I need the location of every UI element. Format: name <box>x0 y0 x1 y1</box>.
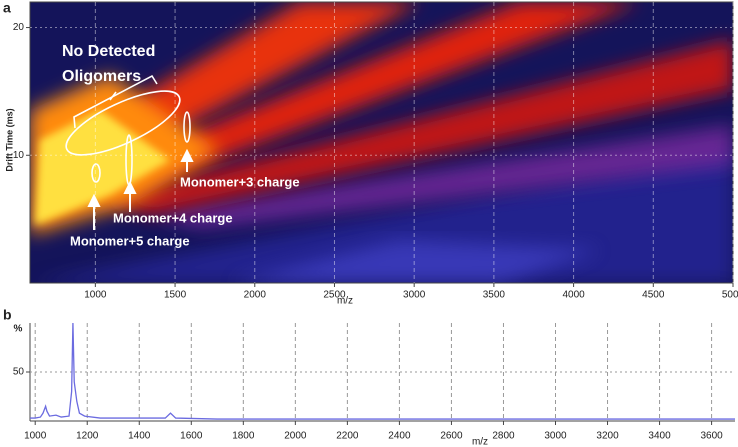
y-tick-label: 50 <box>13 367 25 378</box>
x-tick-label: 2600 <box>440 431 463 442</box>
x-tick-label: 3000 <box>544 431 567 442</box>
x-tick-label: 2000 <box>244 290 267 301</box>
x-tick-label: 1000 <box>84 290 107 301</box>
x-axis-label: m/z <box>472 437 488 447</box>
annotation: Monomer+4 charge <box>113 210 233 225</box>
annotation: Oligomers <box>62 68 141 85</box>
x-tick-label: 2400 <box>388 431 411 442</box>
x-tick-label: 2800 <box>492 431 515 442</box>
x-tick-label: 1800 <box>232 431 255 442</box>
annotation: Monomer+3 charge <box>180 174 300 189</box>
y-tick-label: 10 <box>13 150 25 161</box>
x-tick-label: 2000 <box>284 431 307 442</box>
x-tick-label: 3000 <box>403 290 426 301</box>
x-tick-label: 1400 <box>128 431 151 442</box>
annotation: Monomer+5 charge <box>70 233 190 248</box>
x-tick-label: 4000 <box>562 290 585 301</box>
x-tick-label: 2200 <box>336 431 359 442</box>
x-tick-label: 1600 <box>180 431 203 442</box>
x-tick-label: 4500 <box>642 290 665 301</box>
y-tick-label: 20 <box>13 22 25 33</box>
x-tick-label: 3400 <box>648 431 671 442</box>
annotation-shapes <box>65 74 191 186</box>
plot-frame <box>29 1 734 284</box>
panel-label: b <box>3 307 12 323</box>
x-tick-label: 1200 <box>76 431 99 442</box>
panel-label: a <box>3 0 11 16</box>
x-tick-label: 3600 <box>700 431 723 442</box>
spectrum-line <box>30 322 735 420</box>
x-axis-label: m/z <box>337 296 353 307</box>
annotation: No Detected <box>62 43 155 60</box>
x-tick-label: 2500 <box>323 290 346 301</box>
x-tick-label: 1000 <box>24 431 47 442</box>
x-tick-label: 3200 <box>596 431 619 442</box>
y-axis-label: Drift Time (ms) <box>4 108 14 171</box>
annotation-arrows <box>87 148 194 230</box>
x-tick-label: 1500 <box>164 290 187 301</box>
x-tick-label: 5000 <box>722 290 738 301</box>
y-axis-label: % <box>14 324 23 335</box>
x-tick-label: 3500 <box>483 290 506 301</box>
